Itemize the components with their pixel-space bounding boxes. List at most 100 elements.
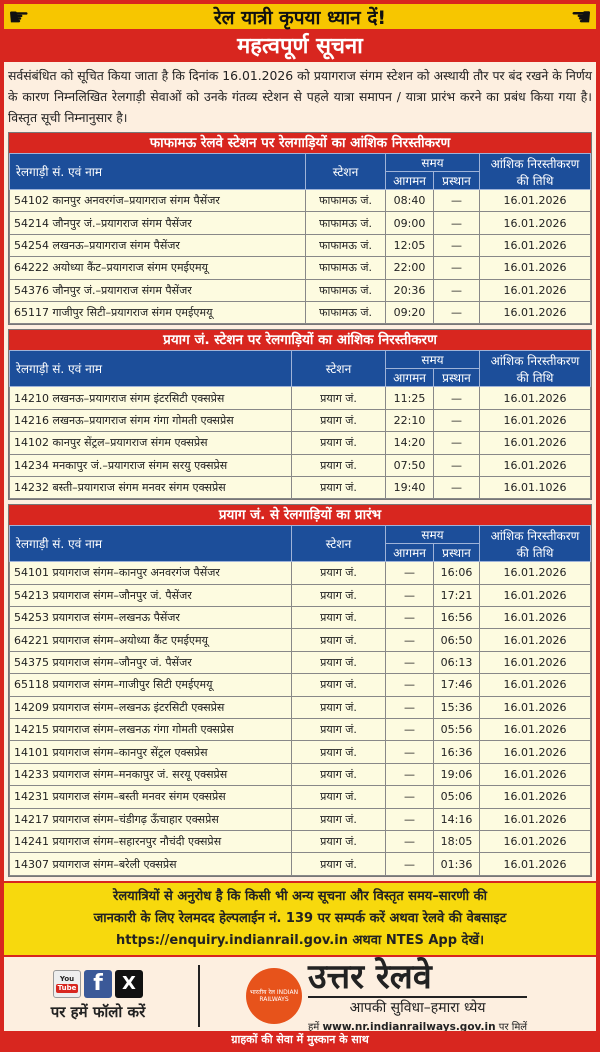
station: प्रयाग जं. xyxy=(291,673,386,697)
section-1: प्रयाग जं. स्टेशन पर रेलगाड़ियों का आंशि… xyxy=(8,329,592,501)
arrival-time: — xyxy=(385,718,434,742)
train-name: 65118 प्रयागराज संगम–गाजीपुर सिटी एमईएमय… xyxy=(9,673,292,697)
station: फाफामऊ जं. xyxy=(305,233,386,258)
train-name: 14215 प्रयागराज संगम–लखनऊ गंगा गोमती एक्… xyxy=(9,718,292,742)
table-row: 14101 प्रयागराज संगम–कानपुर सेंट्रल एक्स… xyxy=(9,740,591,764)
col-departure: प्रस्थान xyxy=(433,368,480,388)
departure-time: 19:06 xyxy=(433,762,480,787)
intro-text: सर्वसंबंधित को सूचित किया जाता है कि दिन… xyxy=(8,68,592,125)
train-name: 14209 प्रयागराज संगम–लखनऊ इंटरसिटी एक्सप… xyxy=(9,695,292,720)
station: प्रयाग जं. xyxy=(291,561,386,585)
station: प्रयाग जं. xyxy=(291,740,386,764)
station: प्रयाग जं. xyxy=(291,807,386,831)
departure-time: 16:06 xyxy=(433,561,480,585)
cancellation-date: 16.01.2026 xyxy=(479,188,591,213)
attention-banner: ☛ रेल यात्री कृपया ध्यान दें! ☚ xyxy=(4,4,596,31)
departure-time: — xyxy=(433,211,480,235)
station: प्रयाग जं. xyxy=(291,431,386,455)
station: प्रयाग जं. xyxy=(291,475,386,500)
table-row: 14241 प्रयागराज संगम–सहारनपुर नौचंदी एक्… xyxy=(9,829,591,854)
cancellation-date: 16.01.2026 xyxy=(479,673,591,697)
train-name: 14210 लखनऊ–प्रयागराज संगम इंटरसिटी एक्सप… xyxy=(9,386,292,410)
table-row: 14215 प्रयागराज संगम–लखनऊ गंगा गोमती एक्… xyxy=(9,718,591,742)
arrival-time: 09:00 xyxy=(385,211,434,235)
train-name: 54102 कानपुर अनवरगंज–प्रयागराज संगम पैसे… xyxy=(9,188,306,213)
arrival-time: — xyxy=(385,673,434,697)
train-table: रेलगाड़ी सं. एवं नाम स्टेशन समय आंशिक नि… xyxy=(9,153,591,325)
train-name: 14216 लखनऊ–प्रयागराज संगम गंगा गोमती एक्… xyxy=(9,408,292,433)
train-name: 64222 अयोध्या कैंट–प्रयागराज संगम एमईएमय… xyxy=(9,256,306,280)
arrival-time: — xyxy=(385,561,434,585)
departure-time: — xyxy=(433,188,480,213)
station: फाफामऊ जं. xyxy=(305,211,386,235)
station: प्रयाग जं. xyxy=(291,408,386,433)
section-title: प्रयाग जं. स्टेशन पर रेलगाड़ियों का आंशि… xyxy=(9,330,591,351)
divider xyxy=(198,964,200,1027)
train-table: रेलगाड़ी सं. एवं नाम स्टेशन समय आंशिक नि… xyxy=(9,525,591,876)
train-name: 14307 प्रयागराज संगम–बरेली एक्सप्रेस xyxy=(9,852,292,876)
train-name: 14232 बस्ती–प्रयागराज संगम मनवर संगम एक्… xyxy=(9,475,292,500)
footer: You Tube f X पर हमें फॉलो करें भारतीय रेल… xyxy=(4,957,596,1035)
col-station: स्टेशन xyxy=(291,350,386,388)
x-icon[interactable]: X xyxy=(115,969,143,998)
cancellation-date: 16.01.2026 xyxy=(479,431,591,455)
col-date: आंशिक निरस्तीकरण की तिथि xyxy=(479,525,591,563)
train-name: 14231 प्रयागराज संगम–बस्ती मनवर संगम एक्… xyxy=(9,785,292,809)
cancellation-date: 16.01.2026 xyxy=(479,628,591,652)
cancellation-date: 16.01.2026 xyxy=(479,785,591,809)
train-name: 64221 प्रयागराज संगम–अयोध्या कैंट एमईएमय… xyxy=(9,628,292,652)
train-name: 54101 प्रयागराज संगम–कानपुर अनवरगंज पैसे… xyxy=(9,561,292,585)
table-row: 14216 लखनऊ–प्रयागराज संगम गंगा गोमती एक्… xyxy=(9,408,591,433)
cancellation-date: 16.01.2026 xyxy=(479,386,591,410)
notice-line: https://enquiry.indianrail.gov.in अथवा N… xyxy=(115,932,485,948)
arrival-time: 09:20 xyxy=(385,300,434,325)
table-row: 14231 प्रयागराज संगम–बस्ती मनवर संगम एक्… xyxy=(9,785,591,809)
departure-time: 17:21 xyxy=(433,583,480,608)
table-row: 14232 बस्ती–प्रयागराज संगम मनवर संगम एक्… xyxy=(9,475,591,500)
departure-time: — xyxy=(433,386,480,410)
facebook-icon[interactable]: f xyxy=(84,969,112,998)
train-name: 54376 जौनपुर जं.–प्रयागराज संगम पैसेंजर xyxy=(9,278,306,302)
station: प्रयाग जं. xyxy=(291,785,386,809)
website-link[interactable]: www.nr.indianrailways.gov.in xyxy=(322,1021,496,1034)
train-name: 54214 जौनपुर जं.–प्रयागराज संगम पैसेंजर xyxy=(9,211,306,235)
departure-time: 17:46 xyxy=(433,673,480,697)
cancellation-date: 16.01.2026 xyxy=(479,256,591,280)
indian-railways-logo: भारतीय रेल INDIAN RAILWAYS xyxy=(246,967,302,1024)
col-departure: प्रस्थान xyxy=(433,171,480,190)
arrival-time: — xyxy=(385,785,434,809)
arrival-time: 20:36 xyxy=(385,278,434,302)
cancellation-date: 16.01.2026 xyxy=(479,740,591,764)
table-row: 64221 प्रयागराज संगम–अयोध्या कैंट एमईएमय… xyxy=(9,628,591,652)
table-row: 14234 मनकापुर जं.–प्रयागराज संगम सरयु एक… xyxy=(9,453,591,477)
youtube-icon[interactable]: You Tube xyxy=(53,969,81,998)
station: प्रयाग जं. xyxy=(291,453,386,477)
table-row: 54214 जौनपुर जं.–प्रयागराज संगम पैसेंजर फ… xyxy=(9,211,591,235)
station: प्रयाग जं. xyxy=(291,718,386,742)
col-train: रेलगाड़ी सं. एवं नाम xyxy=(9,153,306,190)
arrival-time: — xyxy=(385,807,434,831)
follow-text: पर हमें फॉलो करें xyxy=(50,1002,146,1021)
arrival-time: — xyxy=(385,628,434,652)
station: फाफामऊ जं. xyxy=(305,188,386,213)
arrival-time: 22:10 xyxy=(385,408,434,433)
col-arrival: आगमन xyxy=(385,171,434,190)
departure-time: — xyxy=(433,453,480,477)
col-arrival: आगमन xyxy=(385,368,434,388)
cancellation-date: 16.01.2026 xyxy=(479,583,591,608)
table-row: 14102 कानपुर सेंट्रल–प्रयागराज संगम एक्स… xyxy=(9,431,591,455)
arrival-time: — xyxy=(385,852,434,876)
col-departure: प्रस्थान xyxy=(433,543,480,563)
train-name: 54213 प्रयागराज संगम–जौनपुर जं. पैसेंजर xyxy=(9,583,292,608)
col-date: आंशिक निरस्तीकरण की तिथि xyxy=(479,153,591,190)
train-name: 14234 मनकापुर जं.–प्रयागराज संगम सरयु एक… xyxy=(9,453,292,477)
station: प्रयाग जं. xyxy=(291,762,386,787)
departure-time: — xyxy=(433,233,480,258)
train-name: 14217 प्रयागराज संगम–चंडीगढ़ ऊँचाहार एक्… xyxy=(9,807,292,831)
website-line: हमें www.nr.indianrailways.gov.in पर मिल… xyxy=(308,1021,528,1034)
table-row: 54101 प्रयागराज संगम–कानपुर अनवरगंज पैसे… xyxy=(9,561,591,585)
station: प्रयाग जं. xyxy=(291,852,386,876)
brand: भारतीय रेल INDIAN RAILWAYS उत्तर रेलवे आ… xyxy=(206,958,596,1033)
train-name: 54253 प्रयागराज संगम–लखनऊ पैसेंजर xyxy=(9,606,292,630)
col-station: स्टेशन xyxy=(291,525,386,563)
